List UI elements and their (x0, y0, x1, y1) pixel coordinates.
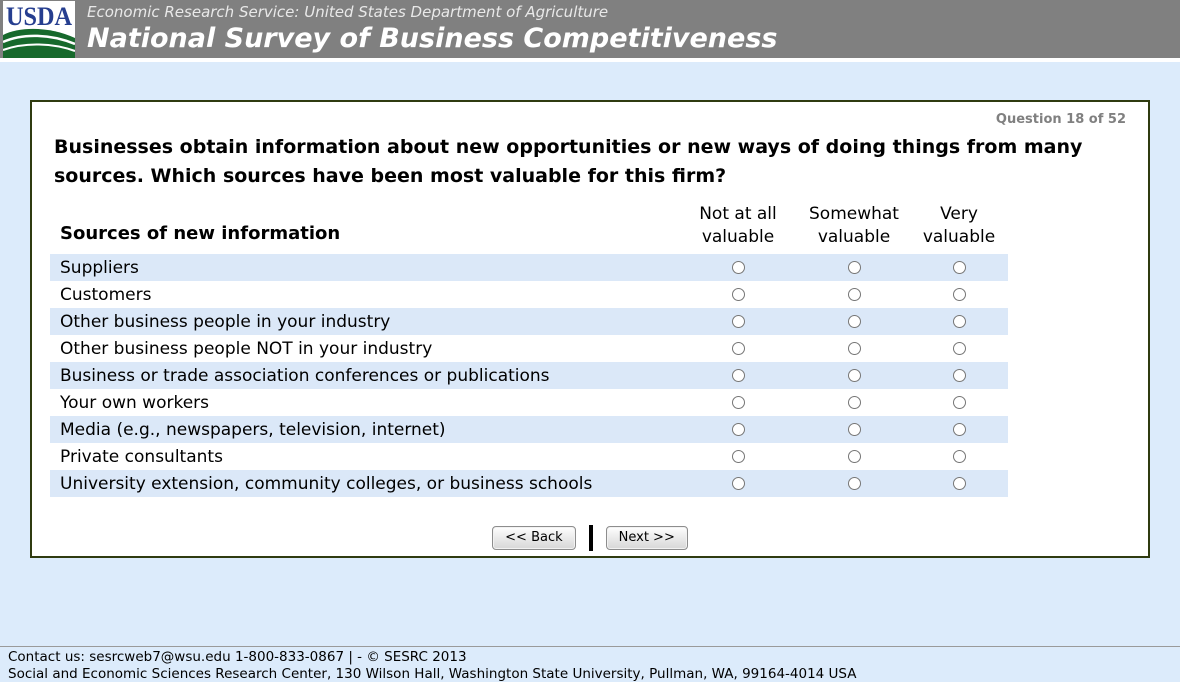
survey-title: National Survey of Business Competitiven… (87, 23, 778, 54)
table-row: Media (e.g., newspapers, television, int… (50, 416, 1008, 443)
radio-cell (678, 342, 798, 355)
button-separator (588, 525, 593, 551)
radio-row7-col2[interactable] (952, 450, 966, 463)
table-row: Customers (50, 281, 1008, 308)
row-label: Private consultants (60, 446, 223, 467)
footer-address-line: Social and Economic Sciences Research Ce… (8, 666, 857, 682)
svg-text:USDA: USDA (6, 2, 72, 31)
column-header-not-valuable: Not at all valuable (699, 204, 777, 247)
column-header-somewhat-valuable: Somewhat valuable (809, 204, 899, 247)
sources-table-body: Suppliers Customers Other business people … (50, 254, 1008, 497)
radio-row5-col2[interactable] (952, 396, 966, 409)
radio-cell (678, 369, 798, 382)
radio-cell (678, 288, 798, 301)
main-area: Question 18 of 52 Businesses obtain info… (0, 62, 1180, 646)
row-label: Business or trade association conference… (60, 365, 550, 386)
nav-buttons: << Back Next >> (32, 525, 1148, 551)
radio-cell (910, 396, 1008, 409)
next-button[interactable]: Next >> (605, 526, 688, 550)
radio-cell (910, 450, 1008, 463)
radio-row2-col0[interactable] (731, 315, 745, 328)
table-row: Business or trade association conference… (50, 362, 1008, 389)
radio-row7-col1[interactable] (847, 450, 861, 463)
question-panel: Question 18 of 52 Businesses obtain info… (30, 100, 1150, 558)
table-header-row: Sources of new information Not at all va… (50, 203, 1008, 252)
radio-cell (798, 261, 910, 274)
radio-cell (678, 261, 798, 274)
radio-cell (798, 342, 910, 355)
question-text: Businesses obtain information about new … (54, 136, 1083, 187)
table-row: Private consultants (50, 443, 1008, 470)
row-label: Other business people NOT in your indust… (60, 338, 433, 359)
radio-row0-col0[interactable] (731, 261, 745, 274)
radio-cell (798, 396, 910, 409)
column-header-very-valuable: Very valuable (922, 204, 996, 247)
radio-cell (678, 477, 798, 490)
radio-cell (678, 396, 798, 409)
back-button[interactable]: << Back (492, 526, 576, 550)
sources-table: Sources of new information Not at all va… (50, 203, 1008, 497)
table-row: Other business people NOT in your indust… (50, 335, 1008, 362)
radio-row5-col1[interactable] (847, 396, 861, 409)
radio-cell (910, 477, 1008, 490)
radio-cell (798, 450, 910, 463)
table-row: Your own workers (50, 389, 1008, 416)
table-row: Suppliers (50, 254, 1008, 281)
radio-row6-col0[interactable] (731, 423, 745, 436)
usda-logo: USDA (2, 1, 76, 58)
radio-row8-col0[interactable] (731, 477, 745, 490)
table-row: University extension, community colleges… (50, 470, 1008, 497)
usda-logo-icon: USDA (2, 1, 76, 58)
row-label: Suppliers (60, 257, 139, 278)
radio-row3-col0[interactable] (731, 342, 745, 355)
radio-cell (798, 369, 910, 382)
header: USDA Economic Research Service: United S… (0, 0, 1180, 62)
row-label: Other business people in your industry (60, 311, 391, 332)
table-row: Other business people in your industry (50, 308, 1008, 335)
agency-line: Economic Research Service: United States… (87, 3, 609, 21)
radio-cell (678, 450, 798, 463)
radio-row2-col2[interactable] (952, 315, 966, 328)
radio-row0-col2[interactable] (952, 261, 966, 274)
radio-row1-col0[interactable] (731, 288, 745, 301)
radio-row1-col2[interactable] (952, 288, 966, 301)
radio-cell (798, 423, 910, 436)
footer-contact-line: Contact us: sesrcweb7@wsu.edu 1-800-833-… (8, 649, 467, 665)
radio-cell (798, 477, 910, 490)
radio-cell (910, 342, 1008, 355)
question-counter: Question 18 of 52 (995, 112, 1126, 127)
radio-cell (910, 261, 1008, 274)
radio-row8-col1[interactable] (847, 477, 861, 490)
radio-row4-col2[interactable] (952, 369, 966, 382)
radio-row8-col2[interactable] (952, 477, 966, 490)
row-label: University extension, community colleges… (60, 473, 593, 494)
radio-cell (910, 288, 1008, 301)
table-row-header: Sources of new information (60, 223, 341, 244)
radio-row6-col1[interactable] (847, 423, 861, 436)
radio-row7-col0[interactable] (731, 450, 745, 463)
row-label: Media (e.g., newspapers, television, int… (60, 419, 446, 440)
radio-cell (910, 315, 1008, 328)
radio-row0-col1[interactable] (847, 261, 861, 274)
radio-cell (678, 315, 798, 328)
row-label: Your own workers (60, 392, 210, 413)
radio-row1-col1[interactable] (847, 288, 861, 301)
radio-row2-col1[interactable] (847, 315, 861, 328)
radio-cell (798, 315, 910, 328)
radio-row3-col1[interactable] (847, 342, 861, 355)
radio-cell (910, 423, 1008, 436)
radio-row3-col2[interactable] (952, 342, 966, 355)
radio-row5-col0[interactable] (731, 396, 745, 409)
row-label: Customers (60, 284, 152, 305)
radio-row6-col2[interactable] (952, 423, 966, 436)
radio-row4-col0[interactable] (731, 369, 745, 382)
radio-cell (910, 369, 1008, 382)
radio-cell (798, 288, 910, 301)
radio-cell (678, 423, 798, 436)
radio-row4-col1[interactable] (847, 369, 861, 382)
header-titles: Economic Research Service: United States… (87, 0, 777, 55)
footer: Contact us: sesrcweb7@wsu.edu 1-800-833-… (0, 646, 1180, 682)
